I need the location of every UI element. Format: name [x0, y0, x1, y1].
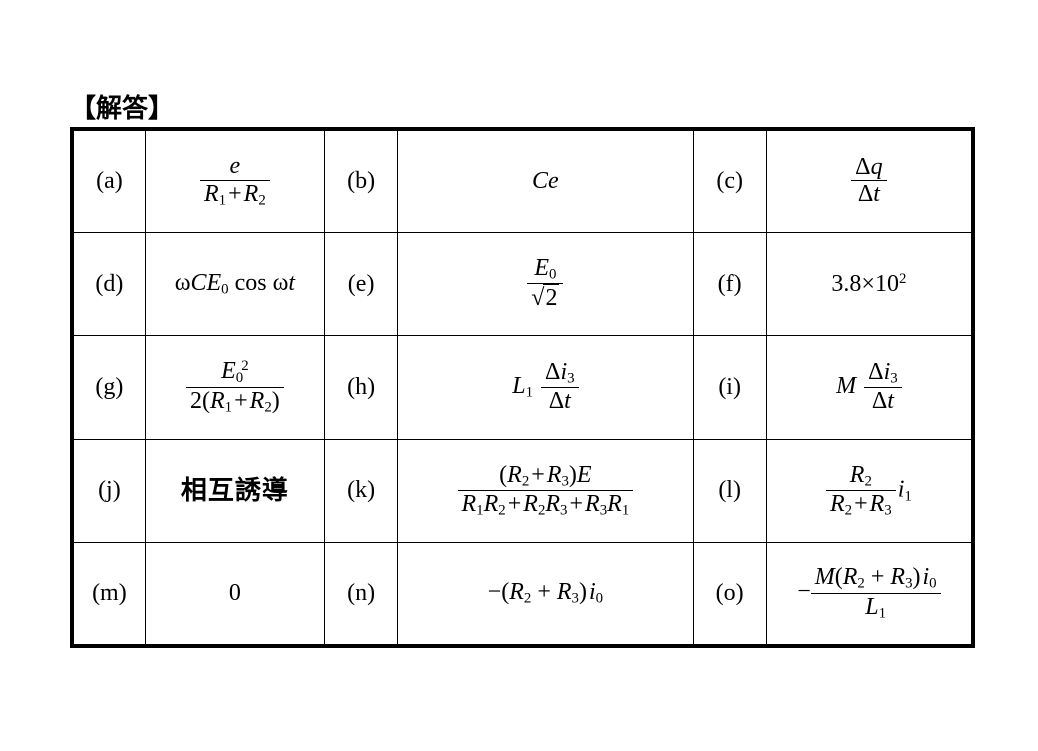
table-row: (a) e R1+R2 (b) Ce (c) Δq Δt — [72, 129, 973, 232]
value-c: Δq Δt — [766, 129, 973, 232]
label-l: (l) — [693, 439, 766, 542]
value-b: Ce — [398, 129, 693, 232]
value-d: ωCE0 cos ωt — [145, 232, 324, 335]
value-e: E0 2 — [398, 232, 693, 335]
label-a: (a) — [72, 129, 145, 232]
label-n: (n) — [324, 543, 397, 646]
value-n: −(R2 + R3)i0 — [398, 543, 693, 646]
label-j: (j) — [72, 439, 145, 542]
label-f: (f) — [693, 232, 766, 335]
value-a: e R1+R2 — [145, 129, 324, 232]
label-d: (d) — [72, 232, 145, 335]
value-h: L1 Δi3 Δt — [398, 336, 693, 439]
value-f: 3.8×102 — [766, 232, 973, 335]
table-row: (m) 0 (n) −(R2 + R3)i0 (o) − M(R2 + R3)i… — [72, 543, 973, 646]
answer-table: (a) e R1+R2 (b) Ce (c) Δq Δt (d) ωCE0 co… — [70, 127, 975, 648]
table-row: (j) 相互誘導 (k) (R2+R3)E R1R2+R2R3+R3R1 (l)… — [72, 439, 973, 542]
label-b: (b) — [324, 129, 397, 232]
value-g: E02 2(R1+R2) — [145, 336, 324, 439]
label-i: (i) — [693, 336, 766, 439]
value-j: 相互誘導 — [145, 439, 324, 542]
value-o: − M(R2 + R3)i0 L1 — [766, 543, 973, 646]
label-k: (k) — [324, 439, 397, 542]
value-l: R2 R2+R3 i1 — [766, 439, 973, 542]
label-o: (o) — [693, 543, 766, 646]
answer-title: 【解答】 — [70, 88, 968, 125]
label-h: (h) — [324, 336, 397, 439]
label-e: (e) — [324, 232, 397, 335]
label-g: (g) — [72, 336, 145, 439]
table-row: (d) ωCE0 cos ωt (e) E0 2 (f) 3.8×102 — [72, 232, 973, 335]
label-c: (c) — [693, 129, 766, 232]
value-i: M Δi3 Δt — [766, 336, 973, 439]
value-m: 0 — [145, 543, 324, 646]
label-m: (m) — [72, 543, 145, 646]
table-row: (g) E02 2(R1+R2) (h) L1 Δi3 Δt (i) M Δi3 — [72, 336, 973, 439]
value-k: (R2+R3)E R1R2+R2R3+R3R1 — [398, 439, 693, 542]
